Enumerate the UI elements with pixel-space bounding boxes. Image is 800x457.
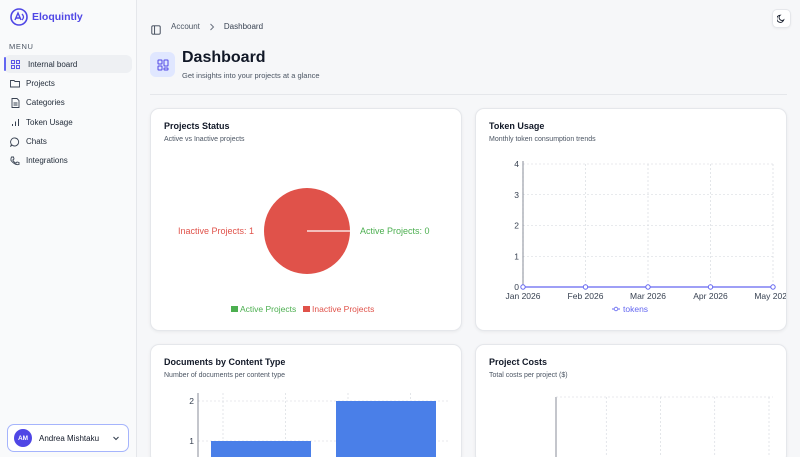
breadcrumb-current: Dashboard	[223, 22, 264, 31]
project-costs-chart	[555, 396, 773, 457]
sidebar-item-label: Internal board	[28, 59, 78, 69]
card-subtitle: Number of documents per content type	[164, 372, 286, 379]
pie-label-active: Active Projects: 0	[360, 226, 430, 236]
sidebar-item-label: Projects	[26, 78, 55, 88]
breadcrumb: Account Dashboard	[171, 22, 263, 31]
y-tick-label: 2	[514, 221, 519, 231]
sidebar-item-categories[interactable]: Categories	[4, 94, 132, 112]
sidebar-item-label: Categories	[26, 98, 65, 108]
app-logo[interactable]: Eloquintly	[9, 7, 83, 27]
avatar: AM	[14, 429, 32, 447]
card-subtitle: Monthly token consumption trends	[489, 136, 596, 143]
projects-status-card: Projects Status Active vs Inactive proje…	[150, 108, 462, 331]
sidebar-item-label: Token Usage	[26, 117, 73, 127]
card-title: Documents by Content Type	[164, 357, 286, 367]
y-tick-label: 4	[514, 159, 519, 169]
y-tick-label: 0	[514, 282, 519, 292]
legend-marker	[613, 306, 619, 312]
token-usage-card: Token Usage Monthly token consumption tr…	[475, 108, 787, 331]
projects-status-chart: Active Projects: 0 Inactive Projects: 1 Ac…	[178, 188, 430, 314]
card-subtitle: Total costs per project ($)	[489, 372, 568, 379]
y-tick-label: 2	[189, 396, 194, 406]
sidebar-toggle-icon[interactable]	[151, 22, 161, 40]
folder-icon	[10, 78, 20, 88]
y-tick-label: 1	[189, 436, 194, 446]
y-tick-label: 1	[514, 251, 519, 261]
legend-label: tokens	[623, 304, 648, 314]
chat-icon	[10, 137, 20, 147]
app-name: Eloquintly	[32, 11, 83, 23]
x-tick-label: Mar 2026	[630, 291, 666, 301]
bar	[211, 441, 311, 457]
moon-icon	[777, 14, 785, 23]
documents-card: Documents by Content Type Number of docu…	[150, 344, 462, 457]
legend-label: Active Projects	[240, 304, 296, 314]
grid-icon	[10, 59, 20, 69]
plug-icon	[10, 156, 20, 166]
bar-chart-icon	[10, 117, 20, 127]
user-menu[interactable]: AM Andrea Mishtaku	[7, 424, 129, 452]
project-costs-card: Project Costs Total costs per project ($…	[475, 344, 787, 457]
token-usage-chart: 0 1 2 3 4 Jan 2026 Feb 2026 Mar 2026 Apr 2026 May…	[506, 159, 787, 314]
x-tick-label: May 2026	[754, 291, 787, 301]
data-point	[520, 284, 526, 290]
page-subtitle: Get insights into your projects at a gla…	[182, 71, 320, 80]
legend-swatch	[231, 306, 238, 312]
chevron-down-icon	[113, 436, 119, 441]
x-tick-label: Apr 2026	[693, 291, 728, 301]
sidebar-item-label: Integrations	[26, 156, 68, 166]
chevron-right-icon	[210, 23, 215, 30]
dashboard-icon	[150, 52, 175, 77]
top-bar: Account Dashboard	[138, 0, 800, 40]
data-point	[770, 284, 776, 290]
breadcrumb-account[interactable]: Account	[171, 22, 200, 31]
documents-chart: 12	[189, 393, 448, 457]
data-point	[707, 284, 714, 290]
card-title: Token Usage	[489, 121, 545, 131]
card-title: Project Costs	[489, 357, 548, 367]
logo-icon	[10, 8, 28, 26]
bar	[336, 401, 436, 457]
sidebar-item-chats[interactable]: Chats	[4, 133, 132, 151]
sidebar-item-internal-board[interactable]: Internal board	[4, 55, 132, 73]
legend-label: Inactive Projects	[312, 304, 374, 314]
sidebar-item-projects[interactable]: Projects	[4, 74, 132, 92]
legend-swatch	[303, 306, 310, 312]
x-tick-label: Jan 2026	[506, 291, 541, 301]
pie-label-inactive: Inactive Projects: 1	[178, 226, 254, 236]
sidebar-item-token-usage[interactable]: Token Usage	[4, 113, 132, 131]
y-tick-label: 3	[514, 190, 519, 200]
divider	[150, 94, 787, 95]
data-point	[582, 284, 589, 290]
user-name: Andrea Mishtaku	[39, 433, 100, 443]
sidebar-item-integrations[interactable]: Integrations	[4, 152, 132, 170]
sidebar: Eloquintly MENU Internal board Projects …	[0, 0, 137, 457]
file-icon	[10, 97, 20, 108]
theme-toggle-button[interactable]	[772, 9, 791, 28]
card-subtitle: Active vs Inactive projects	[164, 136, 245, 143]
page-title: Dashboard	[182, 49, 266, 66]
card-title: Projects Status	[164, 121, 230, 131]
sidebar-item-label: Chats	[26, 137, 47, 147]
data-point	[645, 284, 651, 290]
menu-label: MENU	[9, 42, 34, 51]
x-tick-label: Feb 2026	[568, 291, 604, 301]
sidebar-nav: Internal board Projects Categories Token…	[4, 55, 132, 171]
